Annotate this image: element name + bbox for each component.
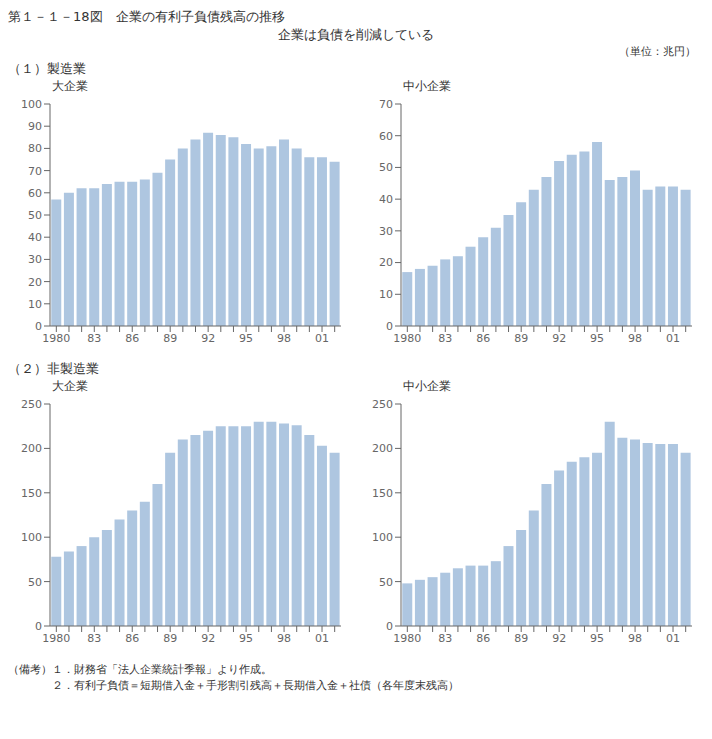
svg-text:100: 100 [372, 531, 393, 544]
svg-text:200: 200 [21, 442, 42, 455]
svg-text:95: 95 [590, 332, 604, 345]
svg-text:20: 20 [28, 276, 42, 289]
svg-text:01: 01 [666, 632, 680, 645]
html-text:大企業: 大企業 [52, 79, 88, 93]
svg-text:60: 60 [379, 130, 393, 143]
svg-text:50: 50 [379, 576, 393, 589]
svg-text:01: 01 [315, 632, 329, 645]
svg-text:98: 98 [628, 332, 642, 345]
svg-text:100: 100 [21, 531, 42, 544]
svg-text:86: 86 [476, 332, 490, 345]
svg-text:1980: 1980 [42, 632, 70, 645]
svg-text:50: 50 [28, 576, 42, 589]
html-text:（単位：兆円）: （単位：兆円） [619, 45, 696, 58]
svg-text:200: 200 [372, 442, 393, 455]
svg-text:95: 95 [590, 632, 604, 645]
svg-text:30: 30 [28, 253, 42, 266]
svg-text:92: 92 [552, 332, 566, 345]
html-text:（備考）１．財務省「法人企業統計季報」より作成。: （備考）１．財務省「法人企業統計季報」より作成。 [8, 663, 272, 676]
html-text:（１）製造業: （１）製造業 [8, 61, 86, 76]
svg-text:60: 60 [28, 187, 42, 200]
svg-text:1980: 1980 [393, 332, 421, 345]
svg-text:80: 80 [28, 142, 42, 155]
svg-text:100: 100 [21, 98, 42, 111]
svg-text:89: 89 [514, 332, 528, 345]
svg-text:70: 70 [28, 165, 42, 178]
svg-text:50: 50 [379, 161, 393, 174]
svg-text:0: 0 [386, 320, 393, 333]
svg-text:95: 95 [239, 632, 253, 645]
svg-text:92: 92 [201, 332, 215, 345]
svg-text:98: 98 [277, 332, 291, 345]
svg-text:89: 89 [163, 632, 177, 645]
svg-text:89: 89 [163, 332, 177, 345]
svg-text:98: 98 [628, 632, 642, 645]
svg-text:83: 83 [438, 632, 452, 645]
svg-text:90: 90 [28, 120, 42, 133]
svg-text:0: 0 [386, 620, 393, 633]
svg-text:40: 40 [379, 193, 393, 206]
svg-text:83: 83 [87, 632, 101, 645]
svg-text:50: 50 [28, 209, 42, 222]
svg-text:89: 89 [514, 632, 528, 645]
svg-text:83: 83 [87, 332, 101, 345]
svg-text:10: 10 [28, 298, 42, 311]
svg-text:10: 10 [379, 288, 393, 301]
svg-text:70: 70 [379, 98, 393, 111]
svg-text:92: 92 [201, 632, 215, 645]
svg-text:83: 83 [438, 332, 452, 345]
svg-text:250: 250 [372, 398, 393, 411]
svg-text:86: 86 [476, 632, 490, 645]
html-text:中小企業: 中小企業 [403, 379, 451, 393]
html-text:２．有利子負債＝短期借入金＋手形割引残高＋長期借入金＋社債（: ２．有利子負債＝短期借入金＋手形割引残高＋長期借入金＋社債（各年度末残高） [8, 679, 459, 692]
svg-text:150: 150 [21, 487, 42, 500]
svg-text:01: 01 [666, 332, 680, 345]
svg-text:86: 86 [125, 332, 139, 345]
svg-text:01: 01 [315, 332, 329, 345]
svg-text:250: 250 [21, 398, 42, 411]
svg-text:86: 86 [125, 632, 139, 645]
svg-text:92: 92 [552, 632, 566, 645]
svg-text:0: 0 [35, 620, 42, 633]
svg-text:1980: 1980 [393, 632, 421, 645]
html-text:中小企業: 中小企業 [403, 79, 451, 93]
svg-text:1980: 1980 [42, 332, 70, 345]
svg-text:98: 98 [277, 632, 291, 645]
svg-text:30: 30 [379, 225, 393, 238]
svg-text:40: 40 [28, 231, 42, 244]
html-text:大企業: 大企業 [52, 379, 88, 393]
html-text:（２）非製造業: （２）非製造業 [8, 361, 99, 376]
svg-text:150: 150 [372, 487, 393, 500]
svg-text:95: 95 [239, 332, 253, 345]
svg-text:20: 20 [379, 256, 393, 269]
html-text:第１－１－18図 企業の有利子負債残高の推移: 第１－１－18図 企業の有利子負債残高の推移 [8, 9, 285, 24]
svg-text:0: 0 [35, 320, 42, 333]
html-text:企業は負債を削減している: 企業は負債を削減している [278, 27, 434, 42]
